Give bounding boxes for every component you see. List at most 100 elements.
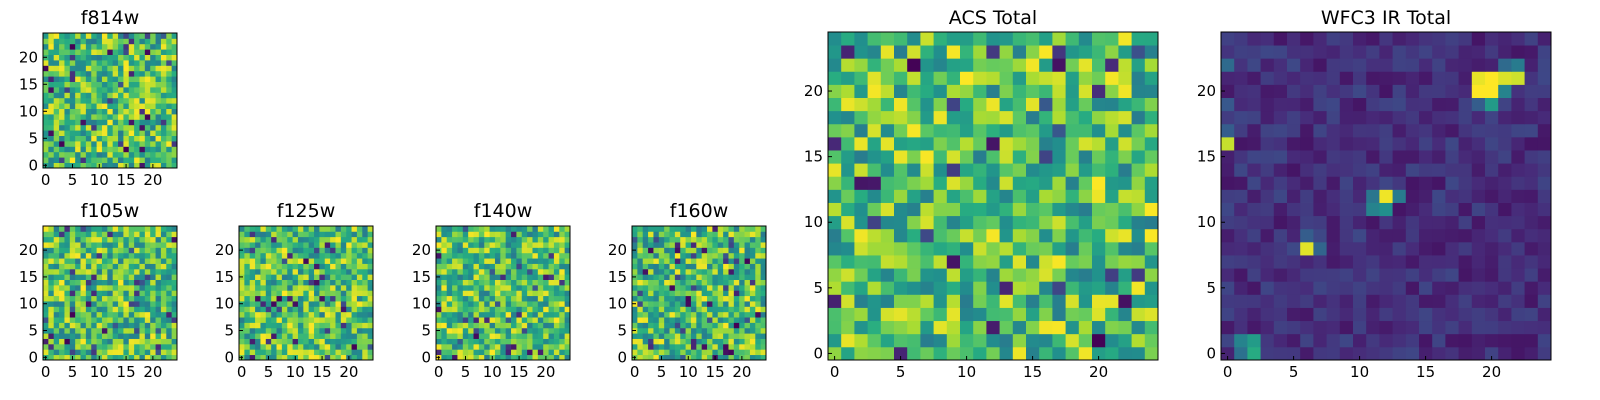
heatmap-cell [717,333,724,339]
heatmap-cell [441,236,448,243]
heatmap-cell [760,317,767,323]
heatmap-cell [85,54,92,61]
heatmap-cell [973,255,987,269]
heatmap-cell [669,338,676,345]
heatmap-cell [297,322,304,329]
heatmap-cell [707,226,713,232]
heatmap-cell [239,252,245,259]
heatmap-cell [1105,281,1119,295]
heatmap-cell [521,327,528,334]
heatmap-cell [292,333,299,339]
heatmap-cell [1287,294,1301,308]
heatmap-cell [749,268,756,275]
heatmap-cell [500,247,507,254]
heatmap-cell [260,284,267,291]
heatmap-cell [841,228,855,243]
heatmap-cell [478,279,485,286]
heatmap-cell [548,301,555,307]
heatmap-cell [351,290,358,297]
heatmap-cell [319,306,326,313]
heatmap-cell [134,295,140,302]
heatmap-cell [723,306,729,313]
heatmap-cell [867,45,882,59]
y-tick-label: 15 [215,268,234,286]
heatmap-cell [244,327,251,334]
heatmap-cell [281,284,288,291]
heatmap-cell [1105,255,1119,269]
heatmap-cell [986,346,1000,361]
heatmap-cell [484,279,490,286]
heatmap-cell [1445,163,1459,177]
heatmap-cell [346,322,352,329]
heatmap-cell [166,108,173,115]
heatmap-cell [436,349,442,356]
heatmap-cell [75,242,81,248]
heatmap-cell [292,247,299,254]
heatmap-cell [53,54,60,61]
heatmap-cell [249,295,256,302]
x-tick-label: 15 [117,171,136,189]
heatmap-cell [564,301,571,307]
heatmap-cell [1260,281,1275,295]
heatmap-cell [1300,294,1314,308]
heatmap-cell [1247,32,1261,46]
heatmap-cell [64,263,71,270]
heatmap-cell [101,311,108,318]
heatmap-cell [1485,268,1499,282]
heatmap-cell [1366,215,1380,230]
heatmap-cell [1234,163,1248,177]
heatmap-cell [553,311,560,318]
heatmap-cell [171,236,178,243]
heatmap-cell [1065,320,1080,335]
heatmap-cell [1498,123,1512,138]
heatmap-cell [107,114,114,120]
heatmap-cell [48,81,55,88]
heatmap-cell [760,284,767,291]
heatmap-cell [744,268,751,275]
heatmap-cell [134,284,140,291]
heatmap-cell [123,87,130,93]
heatmap-cell [920,97,934,112]
heatmap-cell [287,295,293,302]
heatmap-cell [739,343,745,350]
heatmap-cell [1366,189,1380,203]
heatmap-cell [118,231,124,238]
heatmap-cell [920,346,934,361]
heatmap-cell [680,301,686,307]
heatmap-cell [933,97,948,112]
heatmap-cell [75,60,81,66]
heatmap-cell [500,327,507,334]
heatmap-cell [478,274,485,280]
heatmap-cell [511,317,517,323]
heatmap-cell [521,343,528,350]
heatmap-cell [457,236,464,243]
heatmap-cell [1144,123,1159,138]
heatmap-cell [484,306,490,313]
heatmap-cell [1287,333,1301,348]
heatmap-cell [1379,268,1393,282]
heatmap-cell [1287,32,1301,46]
heatmap-cell [632,231,638,238]
heatmap-cell [516,327,523,334]
heatmap-cell [1026,123,1040,138]
heatmap-cell [96,274,103,280]
heatmap-cell [723,338,729,345]
heatmap-cell [123,54,130,61]
heatmap-cell [69,157,76,163]
heatmap-cell [101,322,108,329]
heatmap-cell [85,114,92,120]
heatmap-cell [632,226,638,232]
heatmap-cell [1326,58,1341,72]
heatmap-cell [1353,176,1367,190]
heatmap-cell [1092,307,1106,322]
heatmap-cell [362,284,369,291]
heatmap-cell [356,338,363,345]
heatmap-cell [642,290,649,297]
heatmap-cell [85,343,92,350]
heatmap-cell [64,87,71,93]
heatmap-cell [249,327,256,334]
heatmap-cell [53,343,60,350]
heatmap-cell [960,32,974,46]
heatmap-cell [101,43,108,50]
heatmap-cell [548,247,555,254]
